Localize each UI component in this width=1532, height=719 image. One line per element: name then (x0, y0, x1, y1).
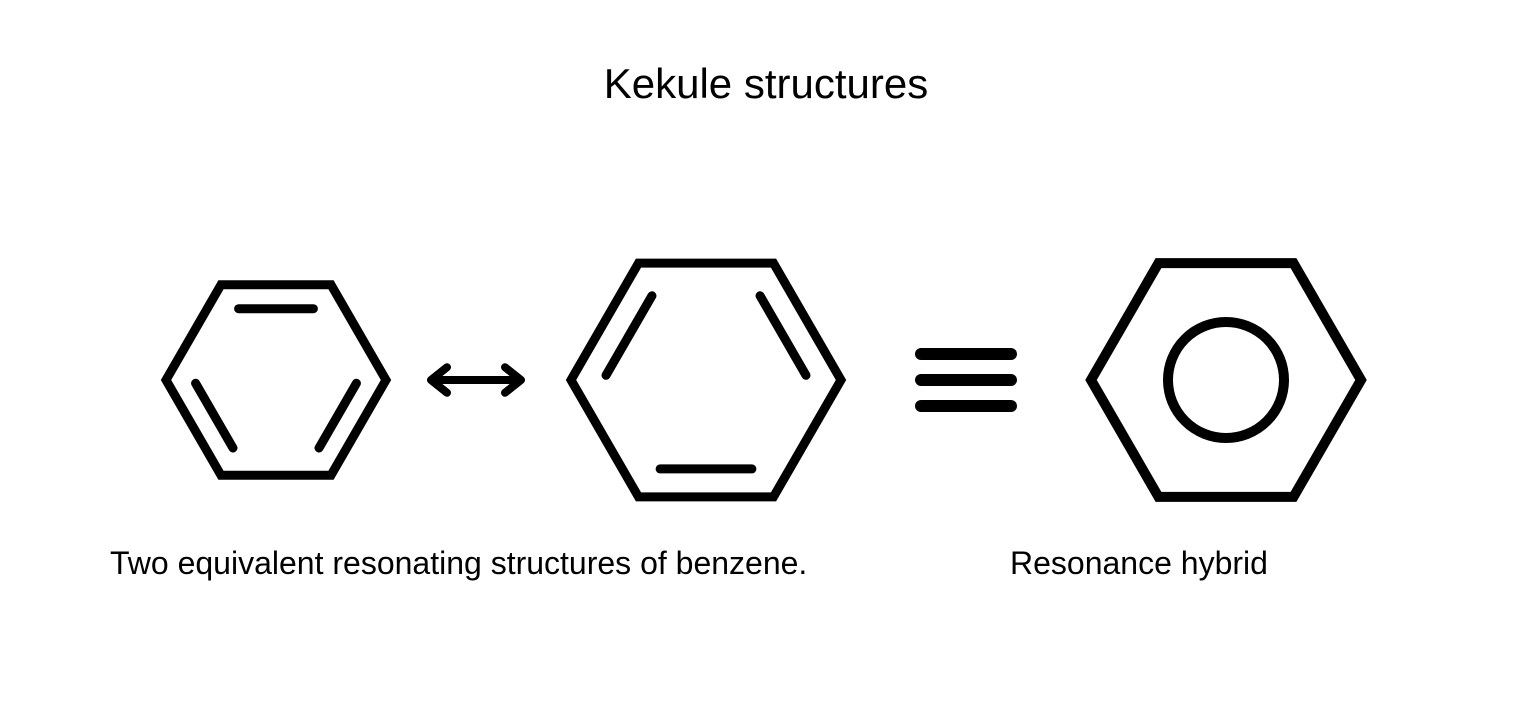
caption-resonating-structures: Two equivalent resonating structures of … (110, 545, 807, 582)
diagram-canvas: Kekule structures Two equivalent resonat… (0, 0, 1532, 719)
caption-resonance-hybrid: Resonance hybrid (1010, 545, 1268, 582)
benzene-resonance-hybrid (1066, 220, 1386, 540)
resonance-arrow-icon (406, 340, 546, 420)
diagram-title: Kekule structures (0, 60, 1532, 108)
benzene-structure-b (546, 220, 866, 540)
diagram-row (0, 220, 1532, 540)
equivalence-symbol-icon (866, 320, 1066, 440)
benzene-structure-a (146, 240, 406, 520)
